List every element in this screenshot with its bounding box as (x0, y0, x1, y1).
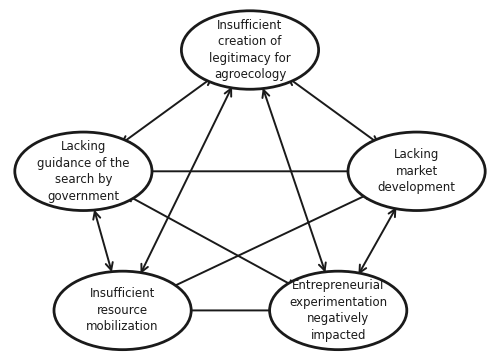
Text: Lacking
guidance of the
search by
government: Lacking guidance of the search by govern… (37, 140, 130, 202)
Ellipse shape (182, 11, 318, 89)
Text: Insufficient
resource
mobilization: Insufficient resource mobilization (86, 288, 159, 333)
Ellipse shape (348, 132, 485, 210)
Text: Entrepreneurial
experimentation
negatively
impacted: Entrepreneurial experimentation negative… (289, 279, 388, 342)
Text: Lacking
market
development: Lacking market development (378, 148, 456, 194)
Ellipse shape (54, 271, 191, 350)
Text: Insufficient
creation of
legitimacy for
agroecology: Insufficient creation of legitimacy for … (209, 19, 291, 81)
Ellipse shape (270, 271, 407, 350)
Ellipse shape (15, 132, 152, 210)
